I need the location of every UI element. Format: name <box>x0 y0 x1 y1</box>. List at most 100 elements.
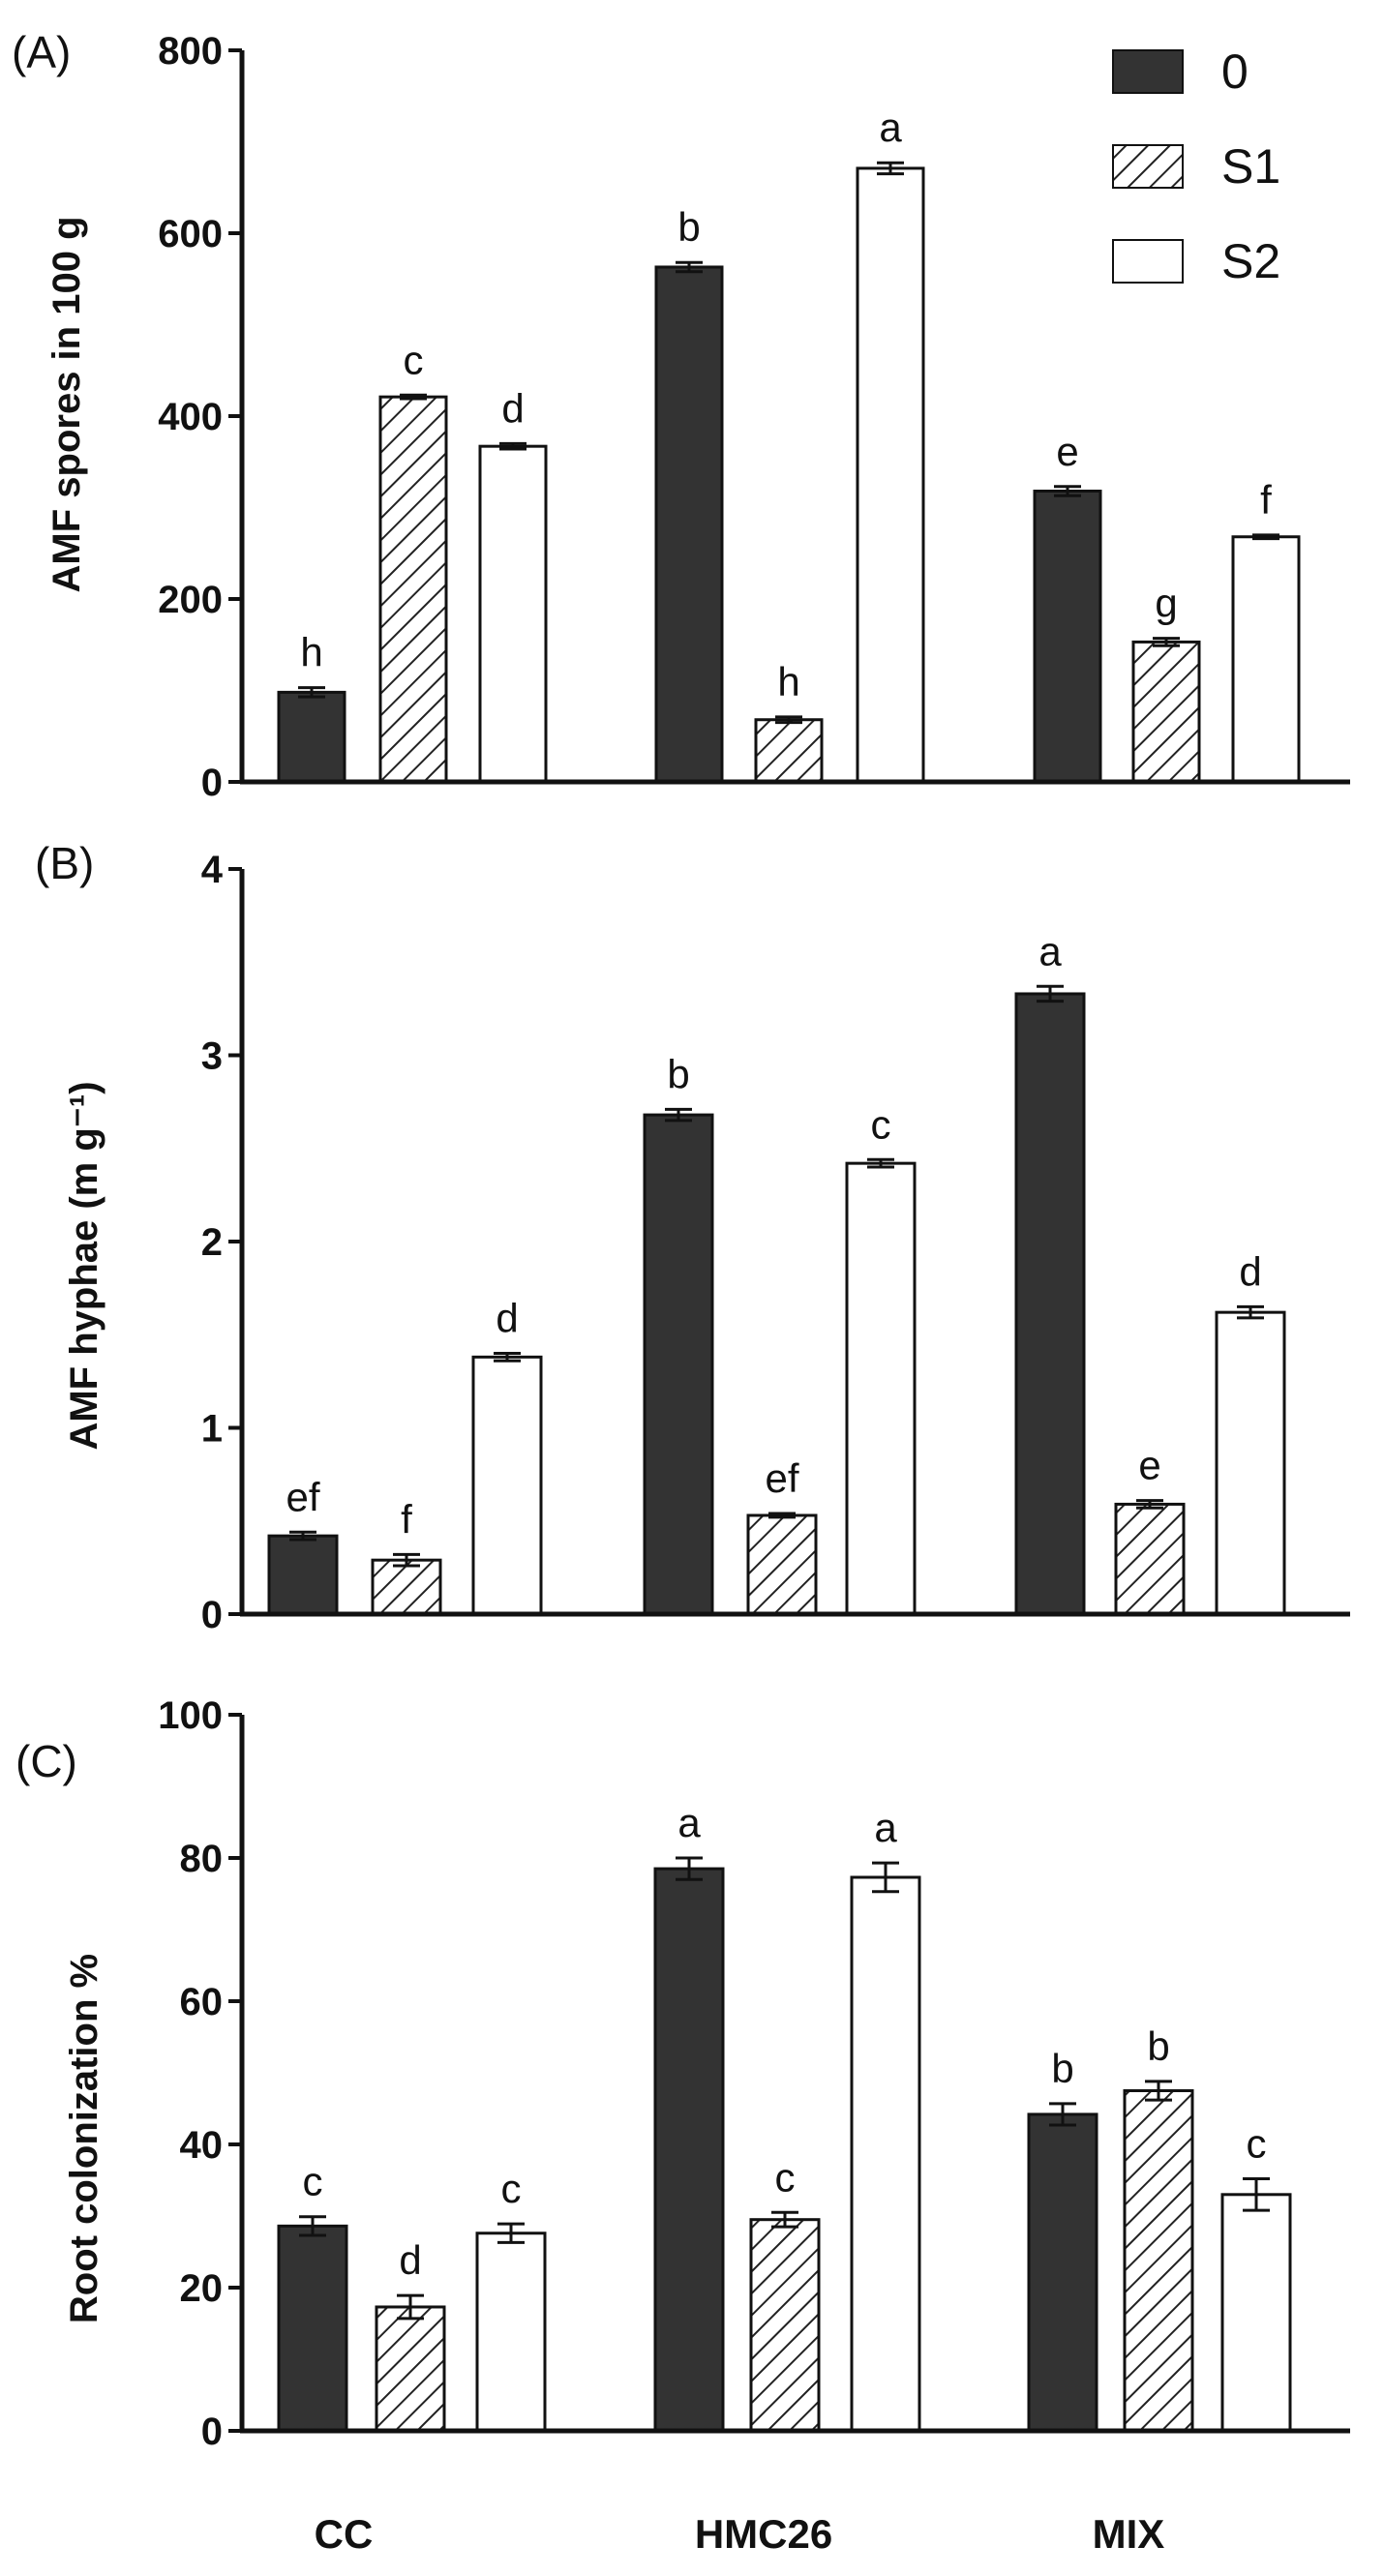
panel-a-bar-hmc26-s1 <box>754 718 824 784</box>
panel-c-bar-mix-0 <box>1027 2112 1098 2433</box>
panel-c-bar-cc-0 <box>277 2224 348 2433</box>
legend-label-s2: S2 <box>1221 234 1280 288</box>
panel-a-letter-hmc26-s2: a <box>879 105 902 150</box>
panel-c-errorbar-cc-s1 <box>397 2293 424 2321</box>
panel-a-errorbar-mix-s1 <box>1153 637 1180 647</box>
x-label-cc: CC <box>315 2511 374 2557</box>
panel-a-letter-cc-s2: d <box>501 385 524 431</box>
panel-a-bar-mix-s1 <box>1131 640 1201 784</box>
panel-a-letter-hmc26-s1: h <box>777 659 799 704</box>
panel-a-bar-cc-s1 <box>378 395 448 784</box>
panel-b-ytick-label: 4 <box>201 849 224 891</box>
panel-c-bar-hmc26-s2 <box>850 1875 921 2433</box>
panel-c-errorbar-hmc26-s2 <box>872 1861 899 1894</box>
panel-a-letter-cc-0: h <box>300 630 322 675</box>
panel-c-errorbar-mix-s1 <box>1145 2080 1172 2102</box>
panel-a-bar-mix-s2 <box>1231 535 1301 784</box>
panel-b-letter-hmc26-0: b <box>667 1051 689 1096</box>
panel-b-errorbar-hmc26-s2 <box>867 1157 894 1169</box>
panel-b-bar-cc-s2 <box>471 1355 543 1616</box>
panel-a-bar-mix-0 <box>1033 489 1102 784</box>
panel-a: (A) AMF spores in 100 g h b e c h g d a f 0 200 400… <box>12 27 1350 804</box>
panel-c-letter-hmc26-0: a <box>677 1800 701 1845</box>
panel-b-letter-mix-s1: e <box>1138 1443 1160 1488</box>
panel-c-bar-cc-s2 <box>475 2232 547 2433</box>
panel-b-letter-hmc26-s2: c <box>871 1101 891 1147</box>
panel-a-bar-hmc26-s2 <box>856 166 925 784</box>
panel-a-letter-mix-s2: f <box>1260 477 1272 523</box>
panel-b-bar-mix-s1 <box>1114 1502 1186 1616</box>
panel-c-letter-hmc26-s2: a <box>874 1805 897 1850</box>
legend: 0 S1 S2 <box>1112 45 1280 288</box>
panel-c-errorbar-cc-s2 <box>497 2222 525 2244</box>
panel-c-errorbar-mix-0 <box>1049 2102 1076 2127</box>
panel-c-errorbar-hmc26-0 <box>676 1856 703 1881</box>
panel-c-ytick-label: 20 <box>180 2267 224 2310</box>
legend-label-0: 0 <box>1221 45 1249 99</box>
legend-swatch-s1 <box>1112 144 1184 189</box>
panel-a-ylabel: AMF spores in 100 g <box>45 217 88 593</box>
panel-c-bar-mix-s1 <box>1123 2089 1194 2433</box>
panel-b-letter-cc-s1: f <box>401 1496 412 1542</box>
panel-c-ylabel: Root colonization % <box>63 1954 105 2323</box>
panel-b-errorbar-hmc26-s1 <box>768 1512 796 1519</box>
panel-b-bar-hmc26-s1 <box>746 1513 818 1616</box>
panel-b-bar-cc-0 <box>267 1534 339 1616</box>
panel-b-errorbar-cc-s1 <box>393 1552 420 1568</box>
panel-b-errorbar-mix-s2 <box>1237 1304 1264 1320</box>
panel-a-ytick-label: 0 <box>201 762 223 804</box>
panel-c-ytick-label: 100 <box>158 1694 223 1737</box>
panel-c-bar-hmc26-s1 <box>749 2218 821 2433</box>
legend-label-s1: S1 <box>1221 139 1280 194</box>
panel-b-errorbar-mix-s1 <box>1136 1499 1163 1510</box>
panel-a-letter-mix-s1: g <box>1155 581 1177 626</box>
panel-b-plot: ef b a f ef e d c d 0 1 2 3 4 <box>201 849 1350 1636</box>
panel-a-letter-cc-s1: c <box>404 337 424 382</box>
panel-a-bar-cc-0 <box>277 690 346 784</box>
panel-b-ylabel: AMF hyphae (m g⁻¹) <box>63 1081 105 1450</box>
panel-b-bar-mix-0 <box>1014 992 1086 1616</box>
panel-b-label: (B) <box>35 838 94 888</box>
x-category-labels: CC HMC26 MIX <box>315 2511 1165 2557</box>
panel-c-letter-hmc26-s1: c <box>775 2154 796 2200</box>
panel-a-errorbar-mix-s2 <box>1252 533 1279 541</box>
panel-a-bar-cc-s2 <box>478 444 548 784</box>
panel-a-bar-hmc26-0 <box>654 265 724 784</box>
panel-c-letter-cc-s2: c <box>501 2166 522 2211</box>
panel-a-errorbar-cc-s2 <box>499 441 527 451</box>
panel-a-errorbar-hmc26-s1 <box>775 715 802 725</box>
panel-a-plot: h b e c h g d a f 0 200 400 600 800 <box>158 30 1350 804</box>
panel-b-letter-cc-s2: d <box>496 1296 518 1341</box>
panel-a-errorbar-hmc26-0 <box>676 260 703 274</box>
panel-b-errorbar-cc-0 <box>289 1530 316 1542</box>
panel-c-bar-mix-s2 <box>1220 2193 1292 2433</box>
panel-c-letter-cc-0: c <box>303 2159 323 2204</box>
panel-b-bar-hmc26-s2 <box>845 1161 917 1616</box>
legend-swatch-0 <box>1112 49 1184 94</box>
panel-c-errorbar-cc-0 <box>299 2215 326 2237</box>
panel-b-letter-hmc26-s1: ef <box>765 1455 798 1501</box>
panel-b-ytick-label: 3 <box>201 1035 223 1078</box>
panel-a-ytick-label: 800 <box>158 30 223 73</box>
panel-b-ytick-label: 0 <box>201 1594 223 1636</box>
x-label-hmc26: HMC26 <box>695 2511 832 2557</box>
panel-c-bar-hmc26-0 <box>653 1867 725 2433</box>
panel-b-errorbar-mix-0 <box>1037 984 1064 1003</box>
panel-b-letter-mix-s2: d <box>1239 1248 1261 1294</box>
panel-c-ytick-label: 60 <box>180 1981 224 2023</box>
panel-c: (C) Root colonization % c a b d c b c a c 0 20 40 60… <box>15 1694 1350 2453</box>
x-label-mix: MIX <box>1093 2511 1165 2557</box>
panel-a-label: (A) <box>12 27 71 77</box>
panel-c-errorbar-hmc26-s1 <box>771 2210 798 2229</box>
panel-b-letter-cc-0: ef <box>286 1474 319 1519</box>
panel-c-label: (C) <box>15 1736 77 1786</box>
panel-b-letter-mix-0: a <box>1038 928 1062 973</box>
panel-a-errorbar-mix-0 <box>1054 485 1081 497</box>
panel-c-plot: c a b d c b c a c 0 20 40 60 80 100 <box>158 1694 1350 2453</box>
panel-a-errorbar-hmc26-s2 <box>877 161 904 176</box>
panel-c-ytick-label: 40 <box>180 2124 224 2167</box>
panel-a-ytick-label: 600 <box>158 213 223 255</box>
panel-b-errorbar-hmc26-0 <box>665 1107 692 1123</box>
panel-b-bar-hmc26-0 <box>643 1113 714 1616</box>
